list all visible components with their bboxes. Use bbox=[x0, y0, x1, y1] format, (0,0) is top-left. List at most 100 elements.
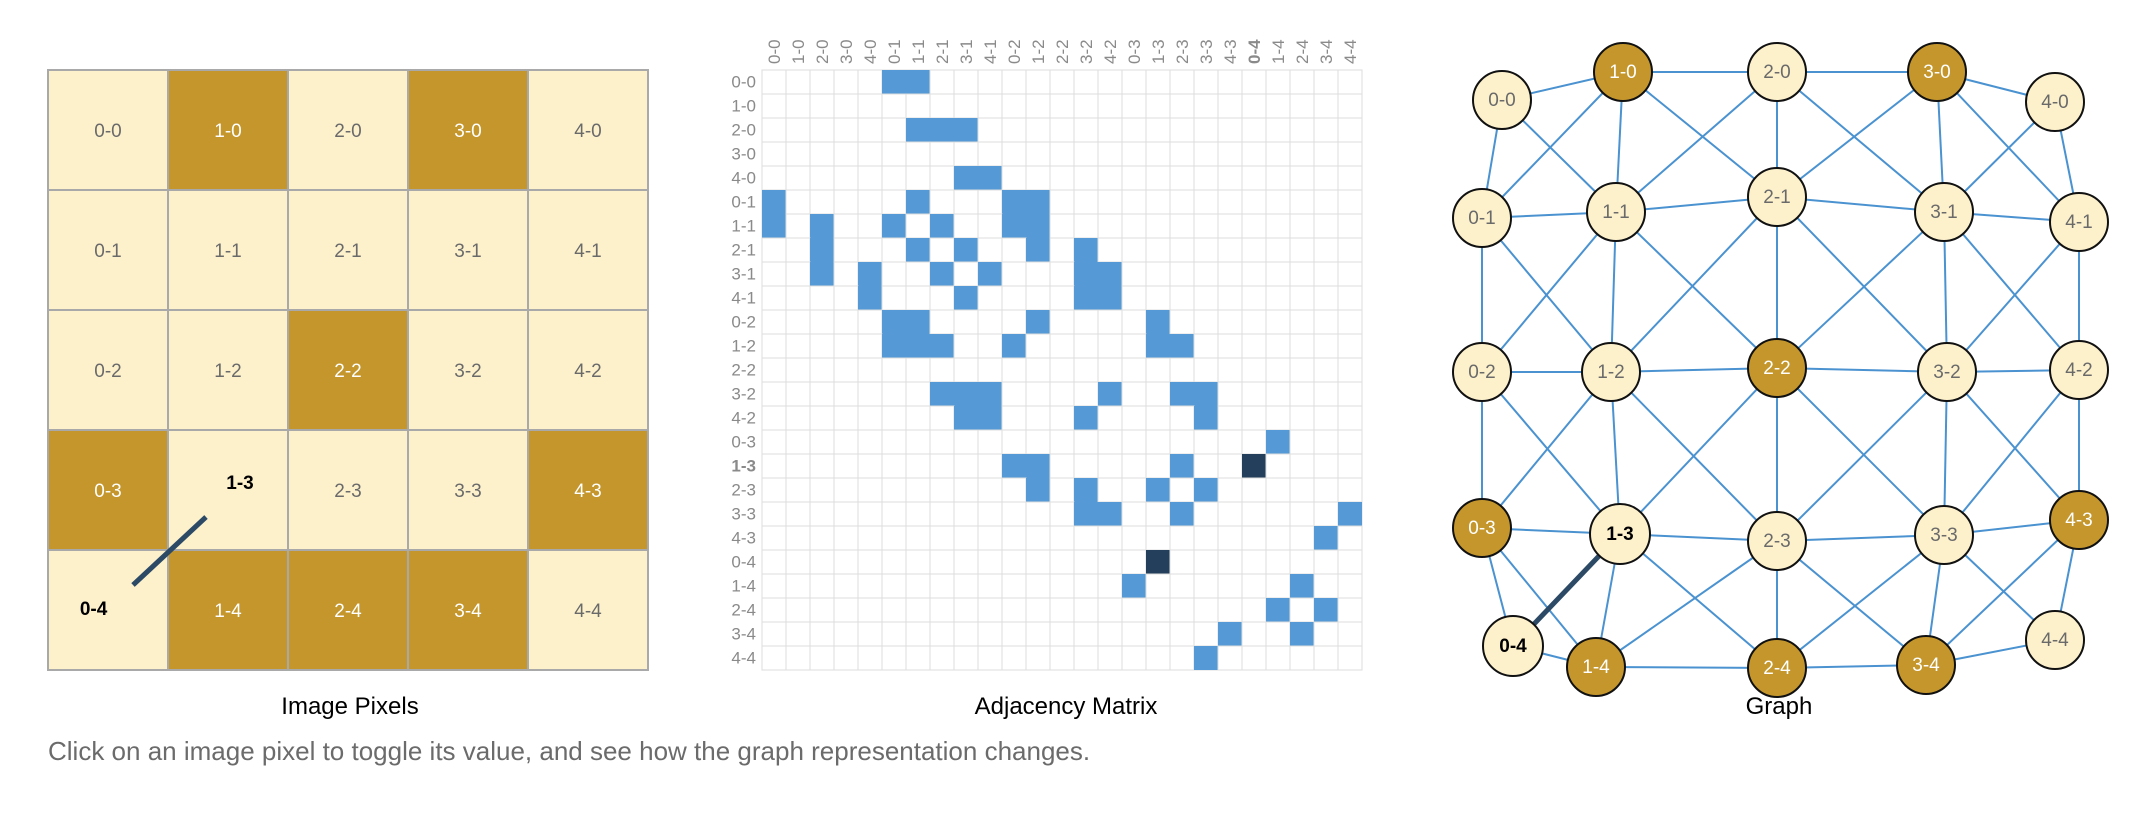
matrix-cell bbox=[1049, 69, 1075, 95]
pixel-1-4[interactable]: 1-4 bbox=[167, 549, 289, 671]
matrix-cell bbox=[1001, 357, 1027, 383]
matrix-row-label: 0-3 bbox=[731, 432, 756, 451]
pixel-3-3[interactable]: 3-3 bbox=[407, 429, 529, 551]
pixel-4-4[interactable]: 4-4 bbox=[527, 549, 649, 671]
matrix-cell bbox=[809, 549, 835, 575]
matrix-cell bbox=[1337, 165, 1363, 191]
pixel-0-1[interactable]: 0-1 bbox=[47, 189, 169, 311]
pixel-4-3[interactable]: 4-3 bbox=[527, 429, 649, 551]
matrix-cell bbox=[905, 405, 931, 431]
pixel-cell[interactable] bbox=[287, 429, 409, 551]
matrix-cell bbox=[905, 549, 931, 575]
matrix-column-label: 1-0 bbox=[789, 39, 808, 64]
pixel-cell[interactable] bbox=[47, 189, 169, 311]
matrix-column-label: 2-1 bbox=[933, 39, 952, 64]
matrix-column-label: 3-2 bbox=[1077, 39, 1096, 64]
matrix-cell-edge bbox=[1266, 598, 1290, 622]
pixel-2-3[interactable]: 2-3 bbox=[287, 429, 409, 551]
image-pixels-caption: Image Pixels bbox=[281, 693, 418, 720]
matrix-cell bbox=[761, 477, 787, 503]
matrix-cell-edge bbox=[1002, 334, 1026, 358]
matrix-cell bbox=[1121, 453, 1147, 479]
matrix-cell bbox=[761, 645, 787, 671]
pixel-cell[interactable] bbox=[167, 69, 289, 191]
matrix-cell bbox=[1097, 333, 1123, 359]
pixel-cell[interactable] bbox=[287, 189, 409, 311]
matrix-cell bbox=[1193, 621, 1219, 647]
graph-edge bbox=[1610, 196, 1778, 373]
matrix-cell bbox=[833, 621, 859, 647]
matrix-cell-edge bbox=[1194, 382, 1218, 406]
matrix-cell bbox=[1193, 237, 1219, 263]
matrix-cell bbox=[1337, 573, 1363, 599]
matrix-cell bbox=[1289, 69, 1315, 95]
pixel-0-3[interactable]: 0-3 bbox=[47, 429, 169, 551]
matrix-cell bbox=[1001, 237, 1027, 263]
pixel-cell[interactable] bbox=[167, 549, 289, 671]
pixel-1-0[interactable]: 1-0 bbox=[167, 69, 289, 191]
pixel-0-0[interactable]: 0-0 bbox=[47, 69, 169, 191]
graph-node-0-1: 0-1 bbox=[1452, 188, 1512, 248]
graph-node-label: 3-3 bbox=[1930, 525, 1957, 546]
matrix-cell bbox=[857, 237, 883, 263]
pixel-1-1[interactable]: 1-1 bbox=[167, 189, 289, 311]
graph-node-circle bbox=[1747, 167, 1807, 227]
pixel-cell[interactable] bbox=[47, 429, 169, 551]
matrix-column-label: 0-0 bbox=[765, 39, 784, 64]
pixel-0-2[interactable]: 0-2 bbox=[47, 309, 169, 431]
matrix-column-label: 3-1 bbox=[957, 39, 976, 64]
matrix-cell-edge bbox=[954, 118, 978, 142]
matrix-cell-edge bbox=[906, 190, 930, 214]
pixel-cell[interactable] bbox=[527, 549, 649, 671]
matrix-cell bbox=[833, 429, 859, 455]
matrix-cell bbox=[977, 237, 1003, 263]
pixel-3-2[interactable]: 3-2 bbox=[407, 309, 529, 431]
pixel-1-3[interactable]: 1-3 bbox=[167, 429, 289, 551]
pixel-2-0[interactable]: 2-0 bbox=[287, 69, 409, 191]
pixel-4-0[interactable]: 4-0 bbox=[527, 69, 649, 191]
matrix-cell bbox=[1025, 405, 1051, 431]
matrix-cell bbox=[1073, 357, 1099, 383]
matrix-cell bbox=[1193, 117, 1219, 143]
matrix-cell bbox=[833, 357, 859, 383]
pixel-4-2[interactable]: 4-2 bbox=[527, 309, 649, 431]
pixel-2-2[interactable]: 2-2 bbox=[287, 309, 409, 431]
pixel-cell[interactable] bbox=[47, 69, 169, 191]
pixel-2-4[interactable]: 2-4 bbox=[287, 549, 409, 671]
pixel-cell[interactable] bbox=[527, 429, 649, 551]
matrix-cell bbox=[1265, 381, 1291, 407]
matrix-cell bbox=[1073, 453, 1099, 479]
pixel-cell[interactable] bbox=[167, 309, 289, 431]
pixel-1-2[interactable]: 1-2 bbox=[167, 309, 289, 431]
graph-node-2-2: 2-2 bbox=[1747, 338, 1807, 398]
pixel-cell[interactable] bbox=[407, 309, 529, 431]
matrix-cell bbox=[977, 573, 1003, 599]
pixel-cell[interactable] bbox=[167, 429, 289, 551]
matrix-cell bbox=[1145, 93, 1171, 119]
matrix-cell bbox=[905, 429, 931, 455]
pixel-cell[interactable] bbox=[407, 549, 529, 671]
matrix-cell bbox=[929, 405, 955, 431]
matrix-cell bbox=[809, 165, 835, 191]
graph-panel: 0-0 1-0 2-0 3-0 4-0 0-1 1-1 2-1 3-1 4-1 0-2 1-2 2-2 3… bbox=[1452, 42, 2109, 698]
pixel-3-4[interactable]: 3-4 bbox=[407, 549, 529, 671]
matrix-cell bbox=[1313, 237, 1339, 263]
matrix-cell-edge bbox=[1194, 478, 1218, 502]
matrix-cell bbox=[1265, 309, 1291, 335]
matrix-cell-edge bbox=[954, 238, 978, 262]
graph-edge bbox=[1615, 211, 1778, 369]
pixel-cell[interactable] bbox=[407, 429, 529, 551]
matrix-cell bbox=[1313, 285, 1339, 311]
pixel-cell[interactable] bbox=[527, 189, 649, 311]
matrix-cell bbox=[1073, 117, 1099, 143]
matrix-cell bbox=[977, 333, 1003, 359]
pixel-3-0[interactable]: 3-0 bbox=[407, 69, 529, 191]
pixel-cell[interactable] bbox=[287, 69, 409, 191]
matrix-cell bbox=[1049, 117, 1075, 143]
pixel-3-1[interactable]: 3-1 bbox=[407, 189, 529, 311]
matrix-cell bbox=[1121, 477, 1147, 503]
matrix-cell bbox=[953, 477, 979, 503]
matrix-cell bbox=[761, 405, 787, 431]
pixel-2-1[interactable]: 2-1 bbox=[287, 189, 409, 311]
pixel-4-1[interactable]: 4-1 bbox=[527, 189, 649, 311]
